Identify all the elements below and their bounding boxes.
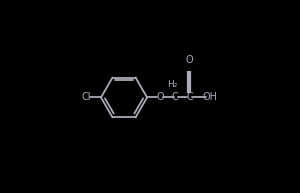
Text: C: C	[172, 92, 179, 102]
Text: OH: OH	[203, 92, 218, 102]
Text: H₂: H₂	[167, 80, 177, 89]
Text: O: O	[157, 92, 164, 102]
Text: O: O	[186, 55, 193, 65]
Text: Cl: Cl	[81, 92, 91, 102]
Text: C: C	[186, 92, 193, 102]
